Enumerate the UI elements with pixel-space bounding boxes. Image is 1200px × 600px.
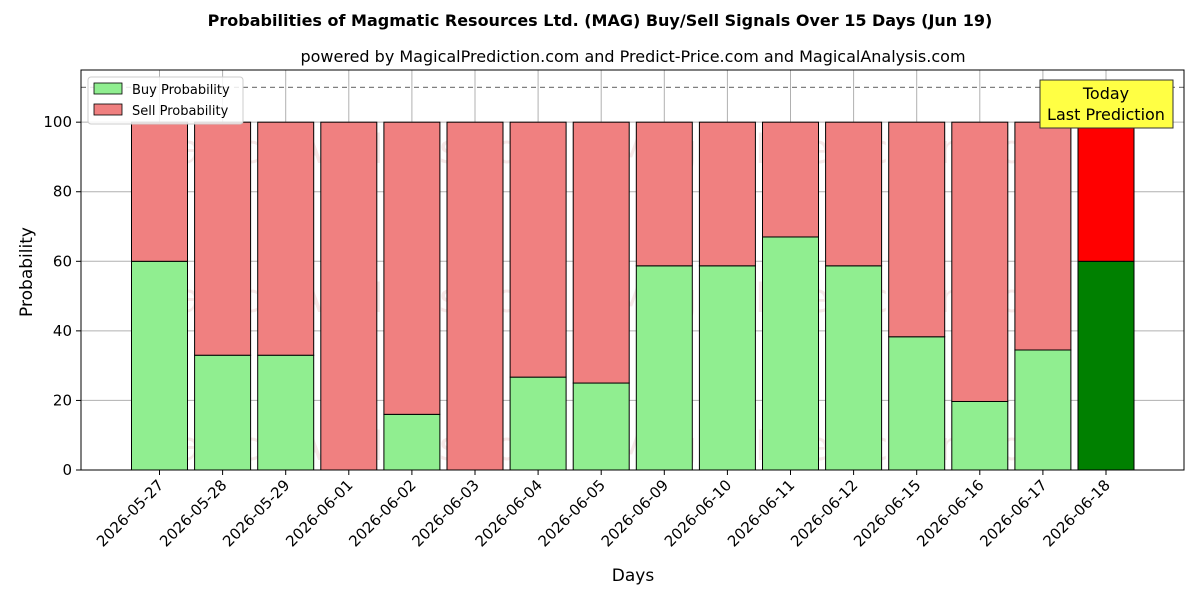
- x-tick-label: 2026-06-17: [976, 476, 1050, 550]
- x-axis-label: Days: [612, 566, 655, 586]
- x-tick-label: 2026-05-29: [219, 476, 293, 550]
- bar-buy: [762, 236, 819, 471]
- bar-buy: [572, 382, 630, 471]
- bar-sell: [383, 121, 441, 415]
- bar-buy: [257, 354, 315, 471]
- bar-sell: [698, 121, 756, 267]
- x-axis-ticks: 2026-05-272026-05-282026-05-292026-06-01…: [93, 470, 1114, 550]
- x-tick-label: 2026-06-04: [472, 476, 546, 550]
- x-tick-label: 2026-06-02: [345, 476, 419, 550]
- plot-frame: [80, 69, 1185, 471]
- x-tick-label: 2026-06-01: [282, 476, 356, 550]
- today-annotation: Today Last Prediction: [1039, 79, 1174, 129]
- chart-title: Probabilities of Magmatic Resources Ltd.…: [208, 11, 993, 30]
- x-tick-label: 2026-06-09: [598, 476, 672, 550]
- legend-box: [87, 76, 244, 125]
- bar-buy: [509, 376, 567, 471]
- bar-sell: [635, 121, 693, 267]
- bar-buy: [698, 265, 756, 471]
- legend: Buy Probability Sell Probability: [87, 76, 244, 125]
- bar-sell: [131, 121, 188, 262]
- bar-sell: [825, 121, 883, 267]
- annotation-line-1: Today: [1082, 84, 1129, 103]
- bar-buy: [1014, 349, 1072, 471]
- y-tick-label: 0: [62, 461, 72, 479]
- legend-label-sell: Sell Probability: [132, 104, 229, 119]
- y-tick-label: 80: [53, 183, 72, 201]
- bar-sell: [446, 121, 504, 471]
- bar-sell: [1077, 121, 1135, 262]
- bar-sell: [888, 121, 946, 338]
- y-tick-label: 60: [53, 252, 72, 270]
- y-tick-label: 40: [53, 322, 72, 340]
- legend-label-buy: Buy Probability: [132, 83, 230, 98]
- y-axis-label: Probability: [17, 227, 37, 317]
- annotation-box: [1039, 79, 1174, 129]
- bar-buy: [1077, 260, 1135, 471]
- chart-subtitle: powered by MagicalPrediction.com and Pre…: [300, 47, 965, 66]
- bar-sell: [320, 121, 378, 471]
- x-tick-label: 2026-06-03: [408, 476, 482, 550]
- x-tick-label: 2026-06-12: [787, 476, 861, 550]
- legend-swatch-sell: [93, 103, 123, 116]
- x-tick-label: 2026-06-15: [850, 476, 924, 550]
- x-tick-label: 2026-06-10: [661, 476, 735, 550]
- bar-sell: [257, 121, 315, 356]
- x-tick-label: 2026-05-27: [93, 476, 167, 550]
- x-tick-label: 2026-06-05: [535, 476, 609, 550]
- bar-buy: [888, 336, 946, 471]
- bar-sell: [509, 121, 567, 378]
- bar-sell: [1014, 121, 1072, 351]
- bar-buy: [131, 260, 188, 471]
- bar-buy: [194, 354, 252, 471]
- y-tick-label: 100: [43, 113, 72, 131]
- x-tick-label: 2026-06-16: [913, 476, 987, 550]
- x-tick-label: 2026-06-18: [1039, 476, 1113, 550]
- x-tick-label: 2026-05-28: [156, 476, 230, 550]
- y-axis-ticks: 0 20 40 60 80 100: [43, 113, 81, 479]
- bar-sell: [194, 121, 252, 356]
- bar-sell: [951, 121, 1009, 402]
- x-tick-label: 2026-06-11: [724, 476, 798, 550]
- bar-buy: [951, 400, 1009, 471]
- bar-buy: [635, 265, 693, 471]
- legend-swatch-buy: [93, 82, 123, 95]
- bars: [131, 121, 1135, 471]
- bar-sell: [572, 121, 630, 384]
- bar-buy: [383, 413, 441, 471]
- bar-sell: [762, 121, 819, 238]
- bar-buy: [825, 265, 883, 471]
- annotation-line-2: Last Prediction: [1047, 105, 1165, 124]
- y-tick-label: 20: [53, 391, 72, 409]
